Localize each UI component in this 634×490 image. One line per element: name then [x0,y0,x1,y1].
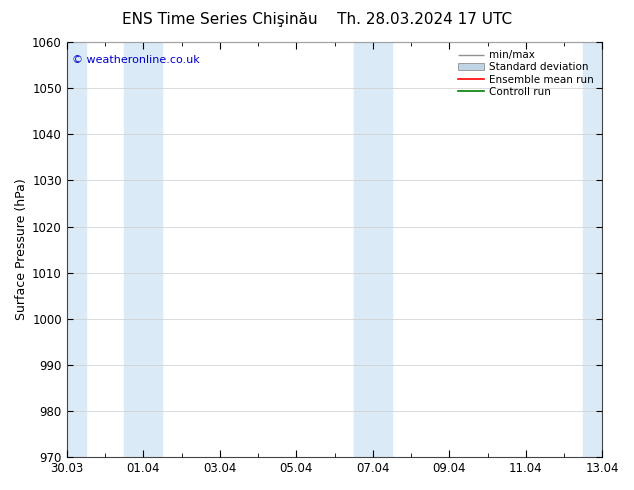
Text: © weatheronline.co.uk: © weatheronline.co.uk [72,54,200,65]
Bar [67,42,86,457]
Bar [354,42,392,457]
Bar [124,42,162,457]
Text: ENS Time Series Chişinău    Th. 28.03.2024 17 UTC: ENS Time Series Chişinău Th. 28.03.2024 … [122,12,512,27]
Bar [583,42,602,457]
Y-axis label: Surface Pressure (hPa): Surface Pressure (hPa) [15,179,28,320]
Legend: min/max, Standard deviation, Ensemble mean run, Controll run: min/max, Standard deviation, Ensemble me… [455,47,597,100]
